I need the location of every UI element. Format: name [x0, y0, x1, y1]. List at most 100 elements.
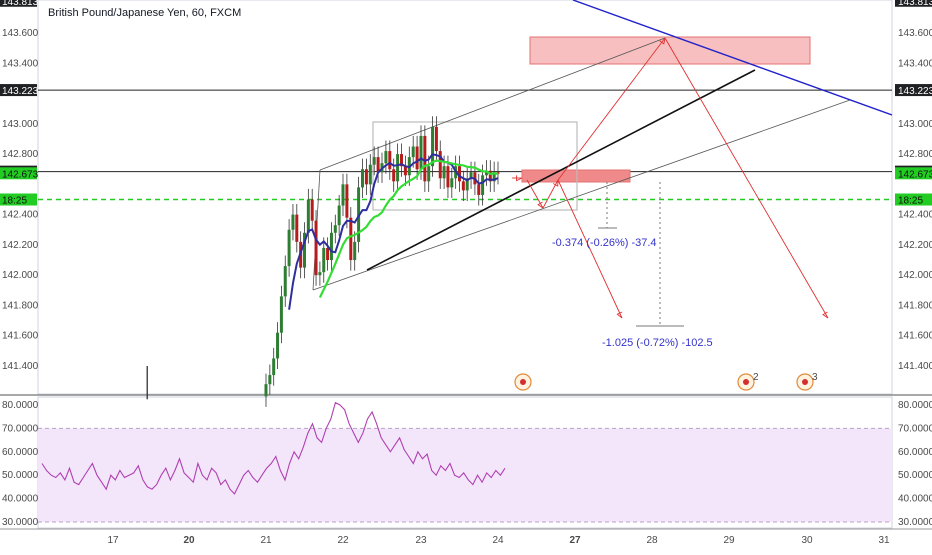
candle-body [415, 146, 419, 170]
candle-body [419, 135, 423, 170]
candle-body [314, 220, 318, 276]
candle-body [384, 151, 388, 164]
projection-arrow-0-head [516, 175, 523, 182]
price-panel-frame [37, 0, 893, 395]
time-tick: 30 [801, 535, 813, 546]
candle-body [392, 169, 396, 182]
candle-body [477, 184, 481, 195]
candle-body [368, 164, 372, 185]
time-tick: 17 [107, 535, 119, 546]
candle-body [488, 170, 492, 182]
candle-body [372, 157, 376, 165]
candle-body [264, 384, 268, 397]
rsi-tick-right: 40.0000 [898, 494, 932, 505]
price-tag-right-label: 18:25 [898, 196, 923, 207]
rsi-tick-right: 70.0000 [898, 423, 932, 434]
price-tick-right: 142.800 [898, 149, 932, 160]
rsi-tick-left: 50.0000 [2, 470, 39, 481]
rsi-tick-left: 40.0000 [2, 494, 39, 505]
candle-body [465, 178, 469, 191]
price-tick-left: 141.600 [2, 331, 39, 342]
time-tick: 27 [569, 535, 581, 546]
time-tick: 28 [646, 535, 658, 546]
price-tag-right [895, 167, 932, 180]
price-tag-left-label: 142.673 [2, 169, 39, 180]
rsi-tick-left: 30.0000 [2, 517, 39, 528]
candle-body [446, 166, 450, 188]
event-marker-count: 2 [753, 372, 759, 383]
candle-body [322, 247, 326, 273]
candle-body [310, 199, 314, 221]
candle-body [461, 181, 465, 191]
projection-arrow-1-head [537, 201, 544, 209]
projection-arrow-4 [557, 37, 666, 181]
candle-body [388, 151, 392, 170]
price-tag-left-label: 143.813 [2, 0, 39, 8]
event-marker-dot [802, 379, 808, 385]
candle-body [434, 126, 438, 152]
sell-zone-upper [529, 36, 811, 65]
time-tick: 21 [260, 535, 272, 546]
time-tick: 31 [878, 535, 890, 546]
candle-body [276, 332, 280, 359]
price-tag-right [895, 0, 932, 7]
price-tag-left-label: 143.223 [2, 86, 39, 97]
price-tick-right: 143.400 [898, 58, 932, 69]
price-tick-left: 141.800 [2, 300, 39, 311]
price-tag-left [0, 0, 37, 7]
price-tag-right-label: 143.813 [898, 0, 932, 8]
consolidation-box [372, 121, 578, 211]
candle-body [326, 247, 330, 261]
price-tick-left: 142.000 [2, 270, 39, 281]
price-tick-right: 141.400 [898, 361, 932, 372]
time-tick: 23 [415, 535, 427, 546]
projection-arrow-3-head [616, 311, 623, 319]
candle-body [376, 157, 380, 173]
measurement-label-2: -1.025 (-0.72%) -102.5 [602, 337, 713, 349]
rsi-tick-right: 80.0000 [898, 400, 932, 411]
price-tick-left: 143.400 [2, 58, 39, 69]
price-tick-left: 143.600 [2, 28, 39, 39]
projection-arrow-4-head [659, 37, 666, 45]
candle-body [349, 217, 353, 261]
price-tick-right: 141.800 [898, 300, 932, 311]
rsi-tick-right: 60.0000 [898, 447, 932, 458]
candle-body [484, 170, 488, 176]
candle-body [442, 166, 446, 179]
time-tick: 22 [337, 535, 349, 546]
price-tag-left [0, 167, 37, 180]
candle-body [279, 296, 283, 333]
candle-body [272, 358, 276, 376]
event-marker-dot [520, 379, 526, 385]
event-marker-count: 3 [812, 372, 818, 383]
price-tick-left: 141.400 [2, 361, 39, 372]
candle-body [450, 178, 454, 188]
rsi-tick-right: 50.0000 [898, 470, 932, 481]
rsi-tick-left: 80.0000 [2, 400, 39, 411]
candle-body [427, 166, 431, 182]
price-tag-left [0, 193, 37, 206]
price-tick-left: 143.000 [2, 119, 39, 130]
candle-body [295, 214, 299, 242]
rsi-tick-left: 60.0000 [2, 447, 39, 458]
projection-arrow-5-head [822, 311, 829, 319]
price-tick-right: 143.000 [898, 119, 932, 130]
candle-body [303, 232, 306, 268]
price-tag-left [0, 84, 37, 97]
event-marker-dot [743, 379, 749, 385]
price-tag-right [895, 193, 932, 206]
time-tick: 24 [492, 535, 504, 546]
candle-body [329, 232, 333, 261]
candle-body [287, 229, 291, 267]
candle-body [492, 172, 496, 182]
candle-body [341, 184, 345, 206]
candle-body [345, 184, 349, 218]
price-tag-left-label: 18:25 [2, 196, 27, 207]
price-tick-right: 143.600 [898, 28, 932, 39]
ma-fast-line [288, 153, 499, 310]
rsi-line [41, 401, 506, 495]
price-tag-right [895, 84, 932, 97]
candle-body [481, 175, 485, 195]
candle-body [337, 205, 341, 226]
candle-body [306, 199, 310, 233]
